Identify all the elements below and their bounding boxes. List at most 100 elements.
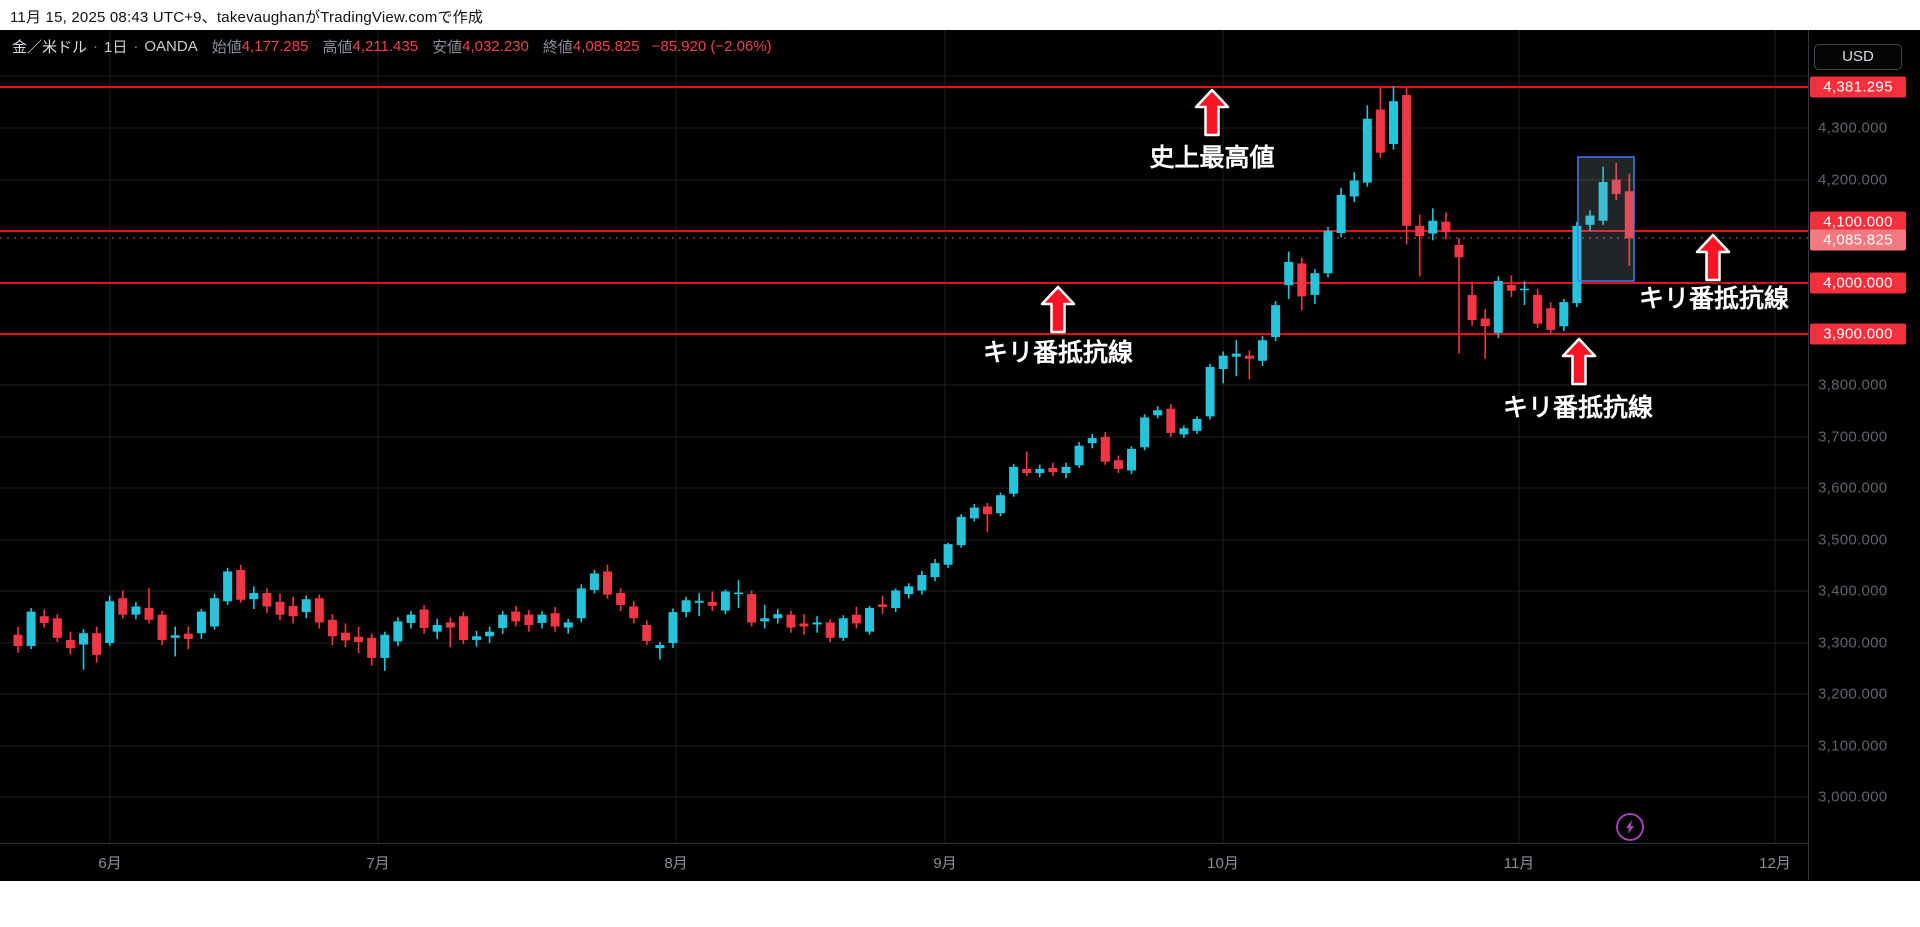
price-axis-label: 3,000.000 [1818,788,1888,806]
currency-toggle-button[interactable]: USD [1814,44,1902,70]
candle [1205,366,1215,417]
candle [1585,215,1595,225]
selection-box[interactable] [1577,156,1635,282]
candle [812,622,822,625]
candle [550,613,560,627]
candle [236,569,246,600]
annotation-text-ath[interactable]: 史上最高値 [1149,144,1275,172]
candle [432,624,442,632]
candle [956,516,966,546]
candle [616,593,626,605]
candle [249,593,259,600]
candle [904,586,914,595]
candle [170,635,180,638]
candle [472,636,481,640]
candle [969,507,979,519]
candle [589,573,599,590]
candle [917,575,927,591]
candle [1480,318,1490,327]
annotation-text-round3[interactable]: キリ番抵抗線 [1638,285,1790,313]
candle [196,611,206,634]
candle [92,633,102,655]
time-axis-panel[interactable] [0,843,1920,881]
candle [537,614,547,623]
annotation-text-round1[interactable]: キリ番抵抗線 [982,339,1134,367]
annotation-arrow-ath[interactable] [1194,88,1230,137]
candle [1349,180,1359,197]
candle [786,614,796,628]
candle [1441,221,1451,233]
annotation-text-round2[interactable]: キリ番抵抗線 [1502,394,1654,422]
price-axis-badge: 3,900.000 [1810,323,1906,345]
candle [773,614,783,619]
timeframe-label[interactable]: 1日 [104,38,128,56]
high-label: 高値 [322,38,353,56]
price-axis-label: 4,200.000 [1818,171,1888,189]
candle [996,495,1005,514]
candle [1061,466,1071,474]
candle [118,598,128,615]
candle [1258,340,1267,361]
close-value: 4,085.825 [572,37,640,55]
candle [1533,294,1543,324]
annotation-arrow-round1[interactable] [1040,285,1076,334]
candle [1323,231,1333,274]
candle [1231,353,1241,357]
candle [210,598,219,627]
candle [485,631,495,637]
candle [1611,179,1621,194]
candle [1572,225,1582,304]
annotation-arrow-round3[interactable] [1695,233,1731,282]
candle [406,614,416,623]
time-axis-label: 6月 [98,855,122,872]
open-label: 始値 [211,38,242,56]
annotation-arrow-round2[interactable] [1561,337,1597,386]
candle [982,506,992,515]
chart-background [0,30,1920,880]
candle [642,624,652,641]
candle [144,607,154,620]
candle [563,622,573,628]
time-axis-label: 12月 [1759,855,1791,872]
candle [1520,288,1529,291]
candle [1428,220,1438,234]
price-axis-badge: 4,000.000 [1810,272,1906,294]
candle [1362,118,1372,183]
price-axis-label: 3,400.000 [1818,582,1888,600]
candle [1179,428,1189,435]
candle [419,609,429,629]
close-label: 終値 [542,38,573,56]
candle [1402,95,1412,226]
price-axis-label: 3,500.000 [1818,531,1888,549]
candle [26,611,36,647]
candle [1546,308,1556,330]
candle [458,616,468,640]
low-value: 4,032.230 [462,37,529,55]
price-axis-badge: 4,381.295 [1810,76,1906,98]
chart-canvas[interactable] [0,30,1920,880]
candle [275,601,285,615]
candle [694,600,704,603]
candle [1624,191,1634,239]
candle [1100,437,1110,462]
candle [1140,417,1150,448]
candle [878,604,888,607]
quick-action-lightning-button[interactable] [1613,810,1647,849]
candle [629,606,639,619]
candle [1192,418,1202,431]
exchange-label[interactable]: OANDA [144,37,198,55]
candle [1022,468,1032,474]
candle [1467,294,1477,321]
symbol-name[interactable]: 金／米ドル [12,38,88,56]
price-axis-panel[interactable] [1808,30,1920,880]
candle [825,622,835,638]
candle [301,599,311,613]
candle [1454,244,1464,258]
candle [183,633,193,639]
candle [734,592,743,595]
low-label: 安値 [432,38,463,56]
candle [1284,261,1294,286]
candle [1087,438,1097,444]
candle [1493,280,1503,333]
